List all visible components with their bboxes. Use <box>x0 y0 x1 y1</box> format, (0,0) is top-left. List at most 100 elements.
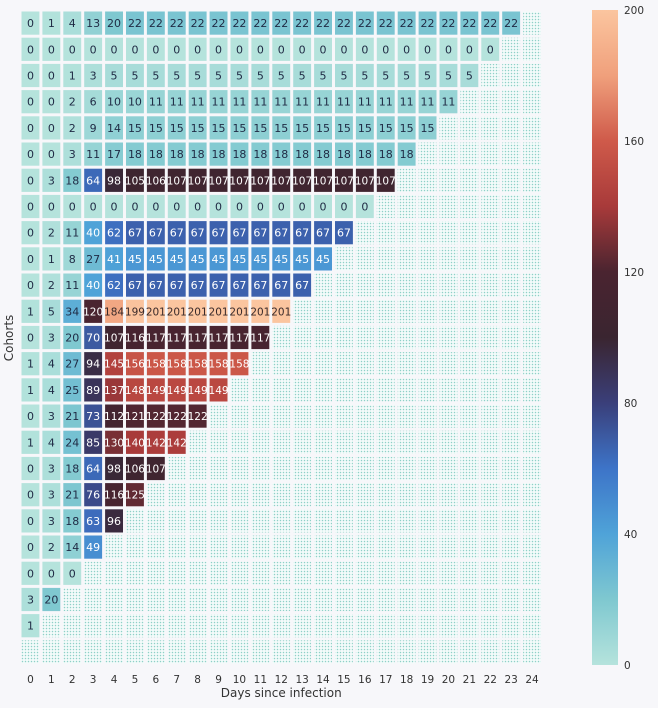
heatmap-cell <box>314 194 332 219</box>
cell-value-label: 0 <box>27 253 34 266</box>
empty-heatmap-cell <box>42 614 61 638</box>
cell-value-label: 5 <box>320 70 327 83</box>
empty-heatmap-cell <box>21 640 40 664</box>
empty-heatmap-cell <box>293 325 312 350</box>
cell-value-label: 1 <box>27 305 34 318</box>
empty-heatmap-cell <box>167 535 186 559</box>
cell-value-label: 3 <box>69 148 76 161</box>
empty-heatmap-cell <box>167 587 186 612</box>
empty-heatmap-cell <box>502 352 521 376</box>
empty-heatmap-cell <box>439 614 458 638</box>
cell-value-label: 22 <box>253 17 267 30</box>
cell-value-label: 18 <box>358 148 372 161</box>
x-tick-label: 23 <box>504 674 517 686</box>
cell-value-label: 106 <box>146 175 166 187</box>
heatmap-cell <box>105 509 123 533</box>
empty-heatmap-cell <box>293 378 312 402</box>
empty-heatmap-cell <box>460 456 479 481</box>
heatmap-cell <box>272 221 291 245</box>
cell-value-label: 18 <box>65 174 79 187</box>
cell-value-label: 45 <box>253 253 267 266</box>
cell-value-label: 0 <box>131 43 138 56</box>
empty-heatmap-cell <box>251 614 270 638</box>
empty-heatmap-cell <box>460 352 479 376</box>
cell-value-label: 2 <box>48 541 55 554</box>
empty-heatmap-cell <box>460 404 479 428</box>
empty-heatmap-cell <box>251 509 270 533</box>
heatmap-cell <box>84 509 103 533</box>
heatmap-cell <box>21 11 40 35</box>
cell-value-label: 22 <box>316 17 330 30</box>
heatmap-cell <box>105 456 123 481</box>
cell-value-label: 3 <box>48 489 55 502</box>
empty-heatmap-cell <box>418 509 437 533</box>
heatmap-cell <box>105 247 123 271</box>
empty-heatmap-cell <box>126 561 144 585</box>
empty-heatmap-cell <box>251 430 270 454</box>
empty-heatmap-cell <box>272 430 291 454</box>
empty-heatmap-cell <box>230 614 249 638</box>
heatmap-cell <box>146 37 165 61</box>
empty-heatmap-cell <box>523 116 541 140</box>
cell-value-label: 5 <box>131 70 138 83</box>
cell-value-label: 67 <box>170 227 184 240</box>
heatmap-cell <box>42 194 61 219</box>
heatmap-cell <box>146 194 165 219</box>
empty-heatmap-cell <box>439 299 458 323</box>
empty-heatmap-cell <box>335 378 353 402</box>
heatmap-cell <box>63 63 82 88</box>
cell-value-label: 18 <box>65 515 79 528</box>
empty-heatmap-cell <box>230 535 249 559</box>
heatmap-cell <box>21 483 40 507</box>
empty-heatmap-cell <box>376 352 395 376</box>
cell-value-label: 0 <box>27 148 34 161</box>
heatmap-cell <box>376 116 395 140</box>
cell-value-label: 201 <box>146 306 166 318</box>
empty-heatmap-cell <box>439 116 458 140</box>
cell-value-label: 45 <box>191 253 205 266</box>
empty-heatmap-cell <box>188 561 207 585</box>
empty-heatmap-cell <box>418 221 437 245</box>
cell-value-label: 0 <box>320 43 327 56</box>
empty-heatmap-cell <box>502 535 521 559</box>
empty-heatmap-cell <box>481 509 500 533</box>
cell-value-label: 67 <box>191 279 205 292</box>
cell-value-label: 117 <box>250 333 270 345</box>
empty-heatmap-cell <box>502 37 521 61</box>
cell-value-label: 0 <box>299 201 306 214</box>
cell-value-label: 18 <box>337 148 351 161</box>
heatmap-cell <box>188 352 207 376</box>
cell-value-label: 0 <box>299 43 306 56</box>
empty-heatmap-cell <box>418 535 437 559</box>
heatmap-cell <box>167 273 186 297</box>
empty-heatmap-cell <box>188 456 207 481</box>
heatmap-cell <box>42 404 61 428</box>
empty-heatmap-cell <box>230 404 249 428</box>
empty-heatmap-cell <box>523 430 541 454</box>
heatmap-cell <box>146 404 165 428</box>
empty-heatmap-cell <box>188 509 207 533</box>
empty-heatmap-cell <box>523 63 541 88</box>
cell-value-label: 11 <box>86 148 100 161</box>
empty-heatmap-cell <box>481 247 500 271</box>
empty-heatmap-cell <box>314 614 332 638</box>
cell-value-label: 5 <box>194 70 201 83</box>
heatmap-cell <box>105 11 123 35</box>
empty-heatmap-cell <box>355 614 374 638</box>
empty-heatmap-cell <box>314 483 332 507</box>
empty-heatmap-cell <box>251 378 270 402</box>
cell-value-label: 0 <box>111 43 118 56</box>
empty-heatmap-cell <box>418 483 437 507</box>
heatmap-cell <box>126 299 144 323</box>
cell-value-label: 122 <box>167 411 187 423</box>
cell-value-label: 158 <box>229 359 249 371</box>
empty-heatmap-cell <box>251 561 270 585</box>
cell-value-label: 67 <box>191 227 205 240</box>
cell-value-label: 45 <box>274 253 288 266</box>
cell-value-label: 5 <box>340 70 347 83</box>
cell-value-label: 0 <box>361 201 368 214</box>
heatmap-cell <box>63 11 82 35</box>
empty-heatmap-cell <box>397 456 416 481</box>
heatmap-cell <box>42 456 61 481</box>
